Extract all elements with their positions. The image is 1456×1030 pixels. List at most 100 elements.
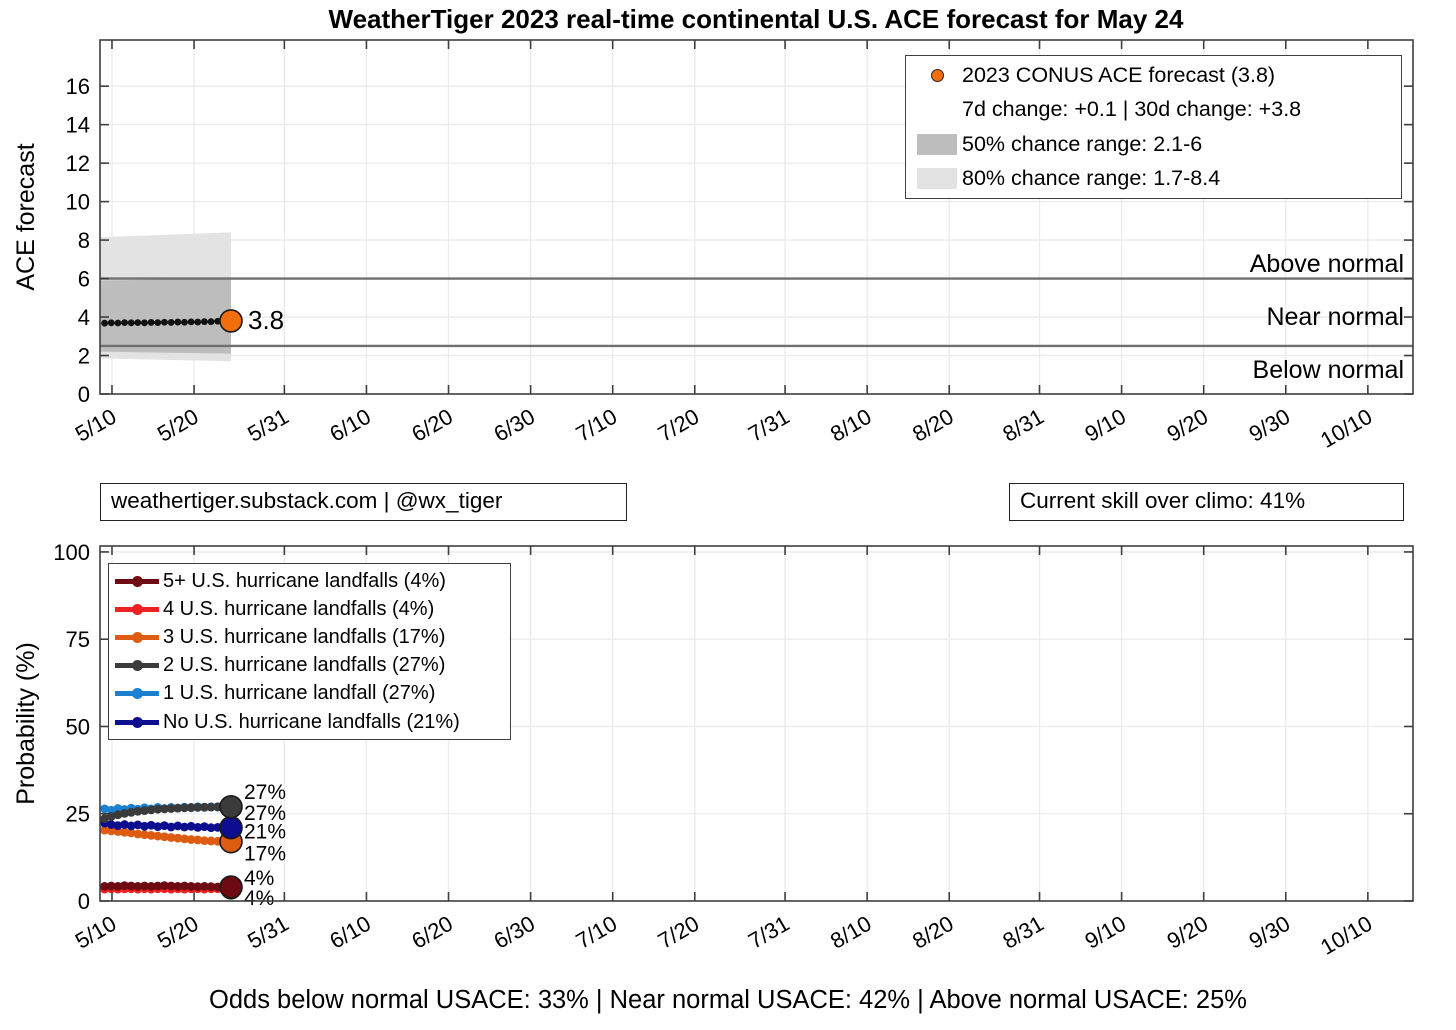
y-tick-label: 75 (66, 627, 90, 652)
series-marker (153, 831, 163, 841)
band (100, 278, 232, 354)
series-marker (146, 820, 156, 830)
series-marker (186, 835, 196, 844)
x-tick-label: 6/10 (325, 404, 375, 447)
series-marker (101, 319, 108, 327)
series-marker (174, 318, 182, 326)
x-tick-label: 6/30 (490, 404, 540, 447)
x-tick-label: 6/30 (490, 911, 540, 954)
legend-label: 3 U.S. hurricane landfalls (17%) (163, 625, 446, 648)
series-marker (160, 881, 169, 891)
legend-item: 3 U.S. hurricane landfalls (17%) (113, 623, 510, 651)
series-marker (206, 882, 216, 892)
legend-marker (912, 168, 962, 190)
series-marker (106, 881, 116, 891)
zone-label: Near normal (1266, 303, 1404, 331)
series-marker (133, 806, 143, 816)
x-tick-label: 8/31 (998, 404, 1048, 447)
legend-label: 1 U.S. hurricane landfall (27%) (163, 682, 436, 705)
legend-marker (113, 603, 163, 615)
series-marker (200, 822, 209, 832)
series-marker (154, 319, 162, 327)
series-marker (100, 881, 109, 891)
series-marker (133, 829, 143, 839)
zone-label: Below normal (1253, 356, 1404, 384)
series-marker (207, 318, 215, 326)
series-marker (134, 319, 142, 327)
x-tick-label: 9/20 (1163, 404, 1213, 447)
y-tick-label: 12 (66, 151, 90, 176)
series-marker (146, 830, 156, 840)
series-marker (193, 835, 203, 845)
series-marker (166, 804, 176, 813)
axes-frame (99, 545, 1414, 902)
series-marker (160, 832, 169, 842)
series-marker (113, 821, 123, 831)
x-tick-label: 7/10 (572, 911, 622, 954)
series-marker (126, 807, 136, 817)
legend-item: 2023 CONUS ACE forecast (3.8) (912, 58, 1401, 93)
series-marker (100, 825, 109, 835)
x-tick-label: 8/10 (826, 911, 876, 954)
series-marker (153, 881, 163, 891)
skill-box: Current skill over climo: 41% (1009, 483, 1404, 521)
legend-item: 1 U.S. hurricane landfall (27%) (113, 680, 510, 708)
series-marker (140, 821, 149, 831)
legend-marker (113, 716, 163, 728)
series-marker (120, 881, 129, 891)
series-marker (206, 836, 216, 846)
y-tick-label: 16 (66, 74, 90, 99)
x-tick-label: 9/20 (1163, 911, 1213, 954)
series-marker (200, 881, 209, 891)
legend-label: 2023 CONUS ACE forecast (3.8) (962, 62, 1276, 87)
series-marker (180, 881, 189, 891)
x-tick-label: 7/31 (744, 404, 794, 447)
series-marker (193, 882, 203, 892)
series-marker (167, 319, 175, 326)
series-marker (114, 319, 122, 327)
x-tick-label: 6/20 (407, 404, 457, 447)
x-tick-label: 7/31 (744, 911, 794, 954)
y-tick-label: 0 (78, 382, 90, 407)
series-marker (113, 881, 123, 891)
value-label: 4% (244, 867, 274, 890)
landfall-probability-legend: 5+ U.S. hurricane landfalls (4%) 4 U.S. h… (108, 563, 511, 741)
y-tick-label: 100 (53, 540, 90, 565)
series-marker (186, 803, 196, 812)
series-marker (153, 822, 163, 832)
x-tick-label: 5/31 (243, 404, 293, 447)
series-marker (106, 826, 116, 836)
series-marker (100, 804, 109, 814)
legend-marker (113, 688, 163, 700)
series-marker (173, 881, 183, 891)
x-tick-label: 5/10 (71, 404, 121, 447)
x-tick-label: 8/10 (826, 404, 876, 447)
series-marker (120, 808, 129, 818)
series-marker (180, 834, 189, 844)
page-title: WeatherTiger 2023 real-time continental … (328, 4, 1184, 34)
series-marker (126, 828, 136, 838)
series-marker (153, 804, 163, 814)
x-tick-label: 7/10 (572, 404, 622, 447)
x-tick-label: 5/10 (71, 911, 121, 954)
y-tick-label: 2 (78, 344, 90, 369)
x-tick-label: 9/30 (1245, 404, 1295, 447)
value-label: 3.8 (248, 305, 284, 335)
series-marker (140, 806, 149, 815)
axes-frame (99, 39, 1414, 395)
y-axis-label: ACE forecast (12, 143, 40, 290)
legend-item: 80% chance range: 1.7-8.4 (912, 162, 1401, 197)
legend-marker (113, 575, 163, 587)
series-marker (100, 814, 109, 824)
series-marker (206, 802, 216, 812)
series-marker (141, 319, 148, 327)
legend-label: No U.S. hurricane landfalls (21%) (163, 710, 460, 733)
x-tick-label: 6/20 (407, 911, 457, 954)
series-marker (186, 881, 196, 891)
legend-marker (113, 631, 163, 643)
ace-forecast-legend: 2023 CONUS ACE forecast (3.8) 7d change: … (905, 55, 1402, 199)
series-marker (140, 830, 149, 840)
series-marker (160, 821, 169, 831)
x-tick-label: 5/20 (153, 404, 203, 447)
x-tick-label: 10/10 (1316, 404, 1376, 453)
